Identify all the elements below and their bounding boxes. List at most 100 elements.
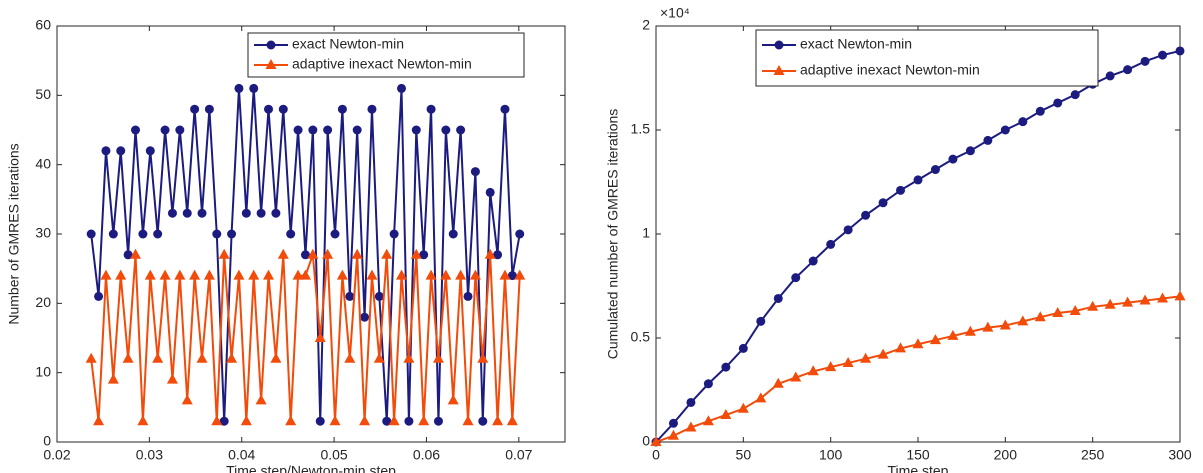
point [299,269,311,280]
point [1034,311,1046,322]
point [895,342,907,353]
point [314,332,326,342]
point [159,269,171,280]
point [152,352,164,363]
point [426,104,436,114]
point [255,394,267,405]
point [212,229,222,239]
point [100,269,112,280]
point [131,125,141,135]
point [182,208,192,218]
point [1123,65,1133,75]
point [650,436,662,446]
legend-box [755,29,1099,87]
point [418,415,430,426]
x-tick-label: 0.02 [43,447,70,463]
y-tick-label: 20 [35,294,51,310]
y-tick-label: 2 [642,17,650,33]
point [264,104,274,114]
point [515,229,525,239]
point [265,59,277,69]
point [373,352,385,363]
point [1000,125,1010,135]
point [336,269,348,280]
point [322,248,334,259]
point [667,429,679,440]
point [433,416,443,426]
point [278,104,288,114]
point [344,352,356,363]
point [791,273,801,283]
point [351,248,363,259]
point [174,269,186,280]
point [720,408,732,419]
point [277,248,289,259]
y-axis-label: Cumulated number of GMRES iterations [605,109,621,360]
x-tick-label: 0.05 [320,447,347,463]
y-tick-label: 0 [43,433,51,449]
point [248,269,260,280]
point [1035,106,1045,116]
legend-label: adaptive inexact Newton-min [800,62,980,78]
point [345,291,355,301]
point [410,248,422,259]
point [144,269,156,280]
point [1139,294,1151,305]
point [492,415,504,426]
point [913,175,923,185]
point [381,248,393,259]
point [266,40,276,50]
point [300,250,310,260]
point [137,415,149,426]
x-tick-label: 0.06 [413,447,440,463]
point [382,416,392,426]
point [929,334,941,345]
x-axis-label: Time step [888,463,949,473]
x-tick-label: 200 [994,447,1018,463]
point [190,104,200,114]
y-tick-label: 1.5 [631,121,651,137]
point [271,208,281,218]
point [197,208,207,218]
point [964,325,976,336]
point [389,229,399,239]
point [85,352,97,363]
point [440,269,452,280]
point [211,415,223,426]
point [1017,315,1029,326]
point [93,415,105,426]
point [456,125,466,135]
point [115,269,127,280]
point [493,250,503,260]
point [1087,300,1099,311]
y-exponent: ×10⁴ [660,5,690,21]
point [462,415,474,426]
point [737,402,749,413]
point [218,248,230,259]
point [755,392,767,403]
point [485,187,495,197]
point [366,269,378,280]
point [263,269,275,280]
point [1105,71,1115,81]
x-tick-label: 0.07 [505,447,532,463]
point [167,208,177,218]
point [352,125,362,135]
point [419,250,429,260]
point [703,379,713,389]
point [101,146,111,156]
x-tick-label: 250 [1081,447,1105,463]
point [270,352,282,363]
point [948,154,958,164]
point [721,362,731,372]
point [196,352,208,363]
y-tick-label: 0.5 [631,329,651,345]
point [403,352,415,363]
point [1140,56,1150,66]
point [130,248,142,259]
point [404,416,414,426]
point [367,104,377,114]
x-tick-label: 150 [906,447,930,463]
point [145,146,155,156]
point [842,356,854,367]
